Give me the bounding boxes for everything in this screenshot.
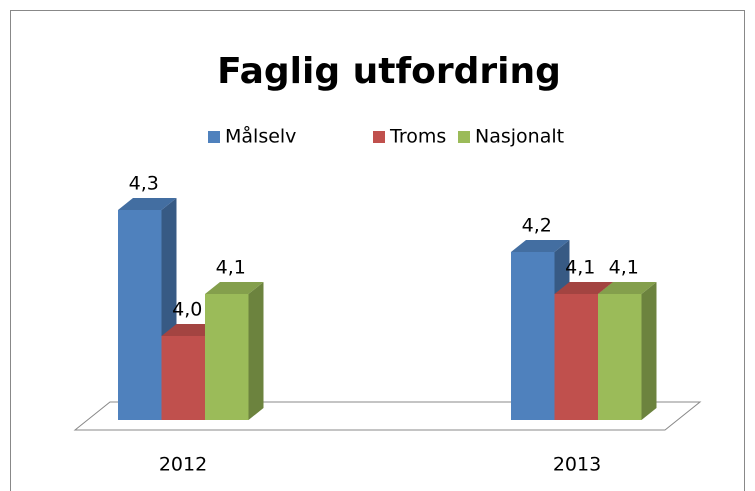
legend-swatch	[208, 131, 220, 143]
legend-swatch	[373, 131, 385, 143]
x-tick-label: 2012	[159, 454, 207, 476]
bar	[118, 210, 162, 420]
x-tick-label: 2013	[553, 454, 601, 476]
chart-title: Faglig utfordring	[217, 51, 561, 92]
bar	[511, 252, 555, 420]
bar	[554, 294, 598, 420]
legend-swatch	[458, 131, 470, 143]
bar-top	[511, 240, 570, 252]
legend-label: Troms	[389, 126, 446, 148]
bar-side	[641, 282, 657, 420]
data-label: 4,2	[522, 215, 552, 237]
data-label: 4,0	[172, 299, 202, 321]
data-label: 4,1	[216, 257, 246, 279]
bar	[598, 294, 642, 420]
bar-side	[248, 282, 264, 420]
legend-label: Målselv	[225, 125, 296, 148]
legend-label: Nasjonalt	[475, 126, 564, 148]
bar-top	[205, 282, 264, 294]
bar-top	[598, 282, 657, 294]
bar	[161, 336, 205, 420]
bar	[205, 294, 249, 420]
data-label: 4,3	[129, 173, 159, 195]
data-label: 4,1	[609, 257, 639, 279]
data-label: 4,1	[565, 257, 595, 279]
bar-top	[554, 282, 613, 294]
bar-top	[118, 198, 177, 210]
